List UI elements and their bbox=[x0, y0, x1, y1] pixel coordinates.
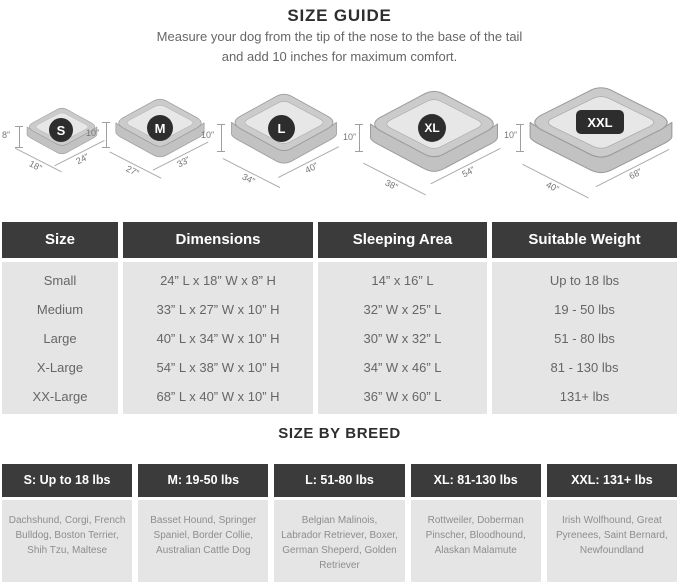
size-badge: S bbox=[49, 118, 73, 142]
table-cell-suitable-weight: 51 - 80 lbs bbox=[554, 331, 615, 346]
height-dimension-line bbox=[516, 124, 524, 152]
size-table: Size Dimensions Sleeping Area Suitable W… bbox=[2, 222, 677, 414]
subtitle-line1: Measure your dog from the tip of the nos… bbox=[156, 29, 523, 44]
bed-size-figures: S 8” 18” 24” M 10” 27” 33” L 10” 34” 40”… bbox=[0, 80, 679, 212]
breed-list-m: Basset Hound, Springer Spaniel, Border C… bbox=[138, 500, 269, 582]
table-cell-dimensions: 40” L x 34” W x 10” H bbox=[156, 331, 280, 346]
column-header-dimensions: Dimensions bbox=[123, 222, 313, 258]
table-cell-size: Medium bbox=[36, 302, 84, 317]
size-badge: XL bbox=[418, 114, 446, 142]
dimensions-column: 24” L x 18” W x 8” H 33” L x 27” W x 10”… bbox=[123, 262, 313, 414]
table-cell-dimensions: 54” L x 38” W x 10” H bbox=[156, 360, 280, 375]
breed-header-l: L: 51-80 lbs bbox=[274, 464, 405, 497]
subtitle-line2: and add 10 inches for maximum comfort. bbox=[221, 48, 458, 64]
height-dimension-label: 10” bbox=[86, 128, 100, 138]
height-dimension-line bbox=[355, 124, 363, 152]
suitable-weight-column: Up to 18 lbs 19 - 50 lbs 51 - 80 lbs 81 … bbox=[492, 262, 677, 414]
breed-header-xl: XL: 81-130 lbs bbox=[410, 464, 541, 497]
size-badge: L bbox=[268, 115, 295, 142]
column-header-size: Size bbox=[2, 222, 118, 258]
column-header-sleeping-area: Sleeping Area bbox=[318, 222, 487, 258]
breed-section-title: SIZE BY BREED bbox=[278, 425, 401, 442]
size-figure-small: S 8” 18” 24” bbox=[2, 102, 110, 183]
table-cell-sleeping-area: 36” W x 60” L bbox=[363, 389, 442, 404]
table-cell-suitable-weight: Up to 18 lbs bbox=[549, 273, 620, 288]
breed-header-s: S: Up to 18 lbs bbox=[2, 464, 133, 497]
table-cell-dimensions: 33” L x 27” W x 10” H bbox=[156, 302, 280, 317]
height-dimension-label: 10” bbox=[504, 130, 518, 140]
table-cell-size: Small bbox=[43, 273, 77, 288]
size-figure-xlarge: XL 10” 38” 54” bbox=[343, 80, 507, 206]
size-column: Small Medium Large X-Large XX-Large bbox=[2, 262, 118, 414]
table-cell-suitable-weight: 131+ lbs bbox=[559, 389, 610, 404]
table-cell-size: X-Large bbox=[36, 360, 84, 375]
size-badge: M bbox=[147, 115, 173, 141]
breed-list-l: Belgian Malinois, Labrador Retriever, Bo… bbox=[274, 500, 405, 582]
column-header-suitable-weight: Suitable Weight bbox=[492, 222, 677, 258]
table-cell-sleeping-area: 32” W x 25” L bbox=[363, 302, 442, 317]
table-cell-size: XX-Large bbox=[32, 389, 88, 404]
size-figure-large: L 10” 34” 40” bbox=[201, 84, 345, 198]
size-badge: XXL bbox=[576, 110, 624, 134]
table-cell-dimensions: 24” L x 18” W x 8” H bbox=[160, 273, 276, 288]
table-cell-sleeping-area: 14” x 16” L bbox=[371, 273, 434, 288]
breed-list-xxl: Irish Wolfhound, Great Pyrenees, Saint B… bbox=[546, 500, 677, 582]
size-figure-xxlarge: XXL 10” 40” 68” bbox=[504, 80, 679, 209]
sleeping-area-column: 14” x 16” L 32” W x 25” L 30” W x 32” L … bbox=[318, 262, 487, 414]
page-title: SIZE GUIDE bbox=[287, 6, 392, 25]
breed-table: S: Up to 18 lbs M: 19-50 lbs L: 51-80 lb… bbox=[2, 464, 677, 582]
table-cell-sleeping-area: 30” W x 32” L bbox=[363, 331, 442, 346]
height-dimension-line bbox=[102, 122, 110, 148]
table-cell-suitable-weight: 81 - 130 lbs bbox=[550, 360, 619, 375]
height-dimension-line bbox=[15, 126, 23, 148]
height-dimension-label: 10” bbox=[201, 130, 215, 140]
table-cell-suitable-weight: 19 - 50 lbs bbox=[554, 302, 615, 317]
size-figure-medium: M 10” 27” 33” bbox=[86, 92, 214, 189]
breed-list-xl: Rottweiler, Doberman Pinscher, Bloodhoun… bbox=[410, 500, 541, 582]
table-cell-size: Large bbox=[43, 331, 77, 346]
height-dimension-line bbox=[217, 124, 225, 152]
breed-list-s: Dachshund, Corgi, French Bulldog, Boston… bbox=[2, 500, 133, 582]
height-dimension-label: 8” bbox=[2, 130, 11, 140]
height-dimension-label: 10” bbox=[343, 132, 357, 142]
subtitle: Measure your dog from the tip of the nos… bbox=[0, 27, 679, 66]
table-cell-dimensions: 68” L x 40” W x 10” H bbox=[156, 389, 280, 404]
table-cell-sleeping-area: 34” W x 46” L bbox=[363, 360, 442, 375]
breed-header-xxl: XXL: 131+ lbs bbox=[546, 464, 677, 497]
breed-header-m: M: 19-50 lbs bbox=[138, 464, 269, 497]
